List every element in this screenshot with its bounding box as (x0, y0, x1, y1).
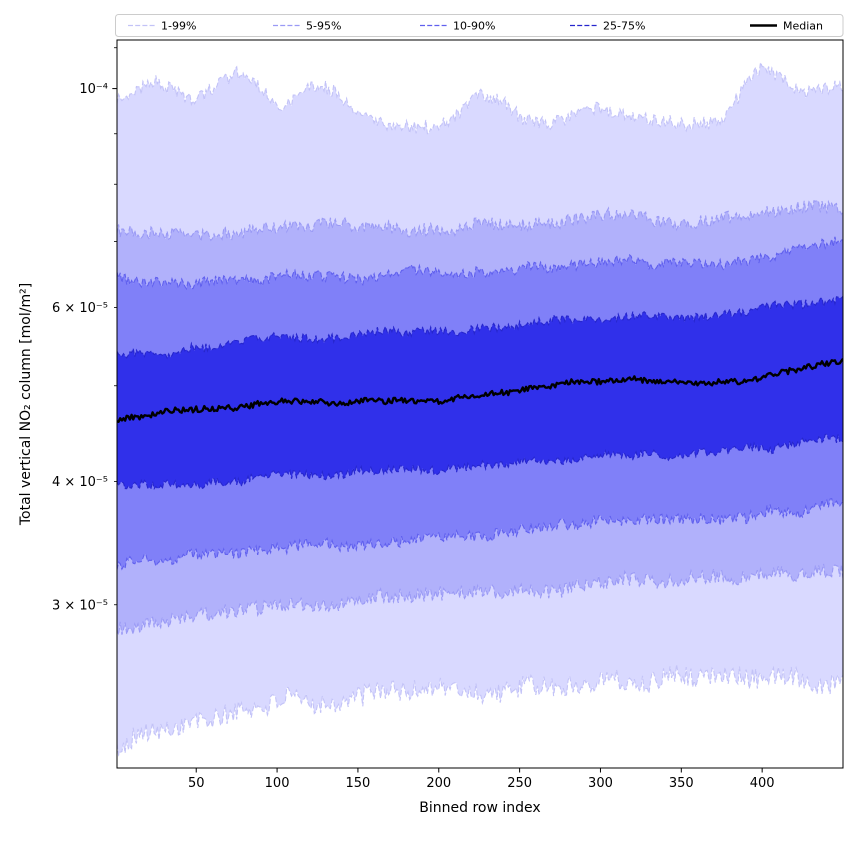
legend-item-10-90: 10-90% (420, 20, 495, 33)
legend-item-label: 10-90% (453, 20, 495, 33)
legend-item-5-95: 5-95% (273, 20, 341, 33)
band-edge-1-99-upper (117, 60, 843, 135)
legend-box (115, 14, 844, 37)
plot-layers (117, 60, 843, 757)
legend-item-label: Median (783, 20, 823, 33)
x-tick-label: 400 (750, 776, 775, 791)
legend-item-25-75: 25-75% (570, 20, 645, 33)
x-tick-label: 300 (588, 776, 613, 791)
legend-item-1-99: 1-99% (128, 20, 196, 33)
band-25-75 (117, 296, 843, 489)
x-tick-label: 200 (426, 776, 451, 791)
y-axis-label: Total vertical NO₂ column [mol/m²] (18, 282, 34, 526)
band-edge-10-90-upper (117, 236, 843, 291)
band-edge-5-95-lower (117, 563, 843, 635)
band-edge-5-95-upper (117, 199, 843, 242)
legend-item-median: Median (750, 20, 823, 33)
x-tick-label: 50 (188, 776, 205, 791)
legend-item-label: 1-99% (161, 20, 196, 33)
band-edge-25-75-upper (117, 295, 843, 360)
x-axis-label: Binned row index (419, 800, 541, 816)
y-tick-label: 3 × 10⁻⁵ (52, 598, 108, 613)
x-tick-label: 100 (265, 776, 290, 791)
x-tick-label: 150 (346, 776, 371, 791)
y-axis: 10⁻⁴ 6 × 10⁻⁵ 4 × 10⁻⁵ 3 × 10⁻⁵ (52, 47, 117, 613)
y-tick-label: 10⁻⁴ (79, 82, 108, 97)
x-tick-label: 350 (669, 776, 694, 791)
plot-border (116, 39, 844, 769)
y-tick-label: 6 × 10⁻⁵ (52, 301, 108, 316)
band-edge-1-99-lower (117, 664, 843, 757)
median-line (117, 357, 843, 423)
legend: 1-99% 5-95% 10-90% 25-75% Median (115, 14, 844, 37)
band-edge-25-75-lower (117, 433, 843, 491)
x-tick-label: 250 (507, 776, 532, 791)
legend-item-label: 5-95% (306, 20, 341, 33)
x-axis: 50 100 150 200 250 300 350 400 (188, 768, 775, 791)
legend-item-label: 25-75% (603, 20, 645, 33)
y-tick-label: 4 × 10⁻⁵ (52, 475, 108, 490)
band-edge-10-90-lower (117, 498, 843, 571)
